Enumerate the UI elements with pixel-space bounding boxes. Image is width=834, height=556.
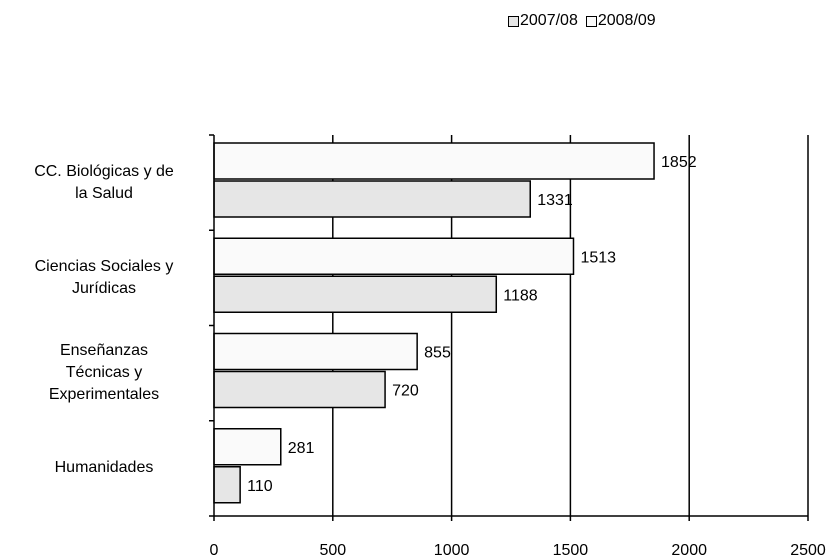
- category-label-line: Humanidades: [54, 459, 154, 477]
- legend-label-2007-08: 2007/08: [520, 12, 578, 29]
- data-label-humanidades-2008-09: 281: [288, 440, 315, 457]
- data-label-ensenanzas-tecnicas-y-experimentales-2007-08: 720: [392, 383, 419, 400]
- category-label-line: CC. Biológicas y de: [34, 162, 174, 180]
- x-tick-label-1500: 1500: [553, 542, 589, 556]
- category-label-line: Jurídicas: [71, 279, 137, 297]
- bar-ensenanzas-tecnicas-y-experimentales-2008-09: [213, 332, 418, 371]
- bar-ciencias-sociales-y-juridicas-2007-08: [213, 275, 498, 313]
- data-label-cc-biologicas-y-de-la-salud-2007-08: 1331: [537, 192, 573, 209]
- legend-item-2007-08: 2007/08: [508, 12, 578, 30]
- category-label-line: Técnicas y: [65, 364, 143, 382]
- category-label-line: Enseñanzas: [59, 342, 149, 360]
- data-label-ciencias-sociales-y-juridicas-2008-09: 1513: [580, 249, 616, 266]
- data-label-ciencias-sociales-y-juridicas-2007-08: 1188: [503, 287, 538, 304]
- x-tick-label-500: 500: [319, 542, 346, 556]
- category-label-humanidades: Humanidades: [4, 457, 204, 479]
- legend-swatch-2008-09: [585, 15, 597, 27]
- bar-humanidades-2007-08: [213, 466, 241, 504]
- bar-ciencias-sociales-y-juridicas-2008-09: [213, 237, 575, 275]
- category-label-ensenanzas-tecnicas-y-experimentales: Enseñanzas Técnicas y Experimentales: [4, 340, 204, 406]
- data-label-ensenanzas-tecnicas-y-experimentales-2008-09: 855: [424, 345, 451, 362]
- x-tick-label-2000: 2000: [671, 542, 707, 556]
- x-tick-label-0: 0: [210, 542, 219, 556]
- legend-swatch-2007-08: [508, 15, 519, 27]
- bar-ensenanzas-tecnicas-y-experimentales-2007-08: [213, 370, 386, 409]
- x-tick-label-2500: 2500: [790, 542, 826, 556]
- legend-item-2008-09: 2008/09: [585, 12, 656, 30]
- data-label-humanidades-2007-08: 110: [247, 478, 273, 495]
- category-label-cc-biologicas-y-de-la-salud: CC. Biológicas y de la Salud: [4, 161, 204, 205]
- bar-cc-biologicas-y-de-la-salud-2008-09: [213, 142, 655, 180]
- category-label-ciencias-sociales-y-juridicas: Ciencias Sociales y Jurídicas: [4, 256, 204, 300]
- x-tick-label-1000: 1000: [434, 542, 470, 556]
- category-label-line: la Salud: [75, 184, 133, 202]
- category-label-line: Ciencias Sociales y: [34, 257, 174, 275]
- legend: 2007/08 2008/09: [508, 12, 656, 30]
- bar-cc-biologicas-y-de-la-salud-2007-08: [213, 180, 531, 218]
- bar-humanidades-2008-09: [213, 428, 282, 466]
- data-label-cc-biologicas-y-de-la-salud-2008-09: 1852: [661, 154, 697, 171]
- legend-label-2008-09: 2008/09: [597, 12, 656, 29]
- category-label-line: Experimentales: [48, 386, 160, 404]
